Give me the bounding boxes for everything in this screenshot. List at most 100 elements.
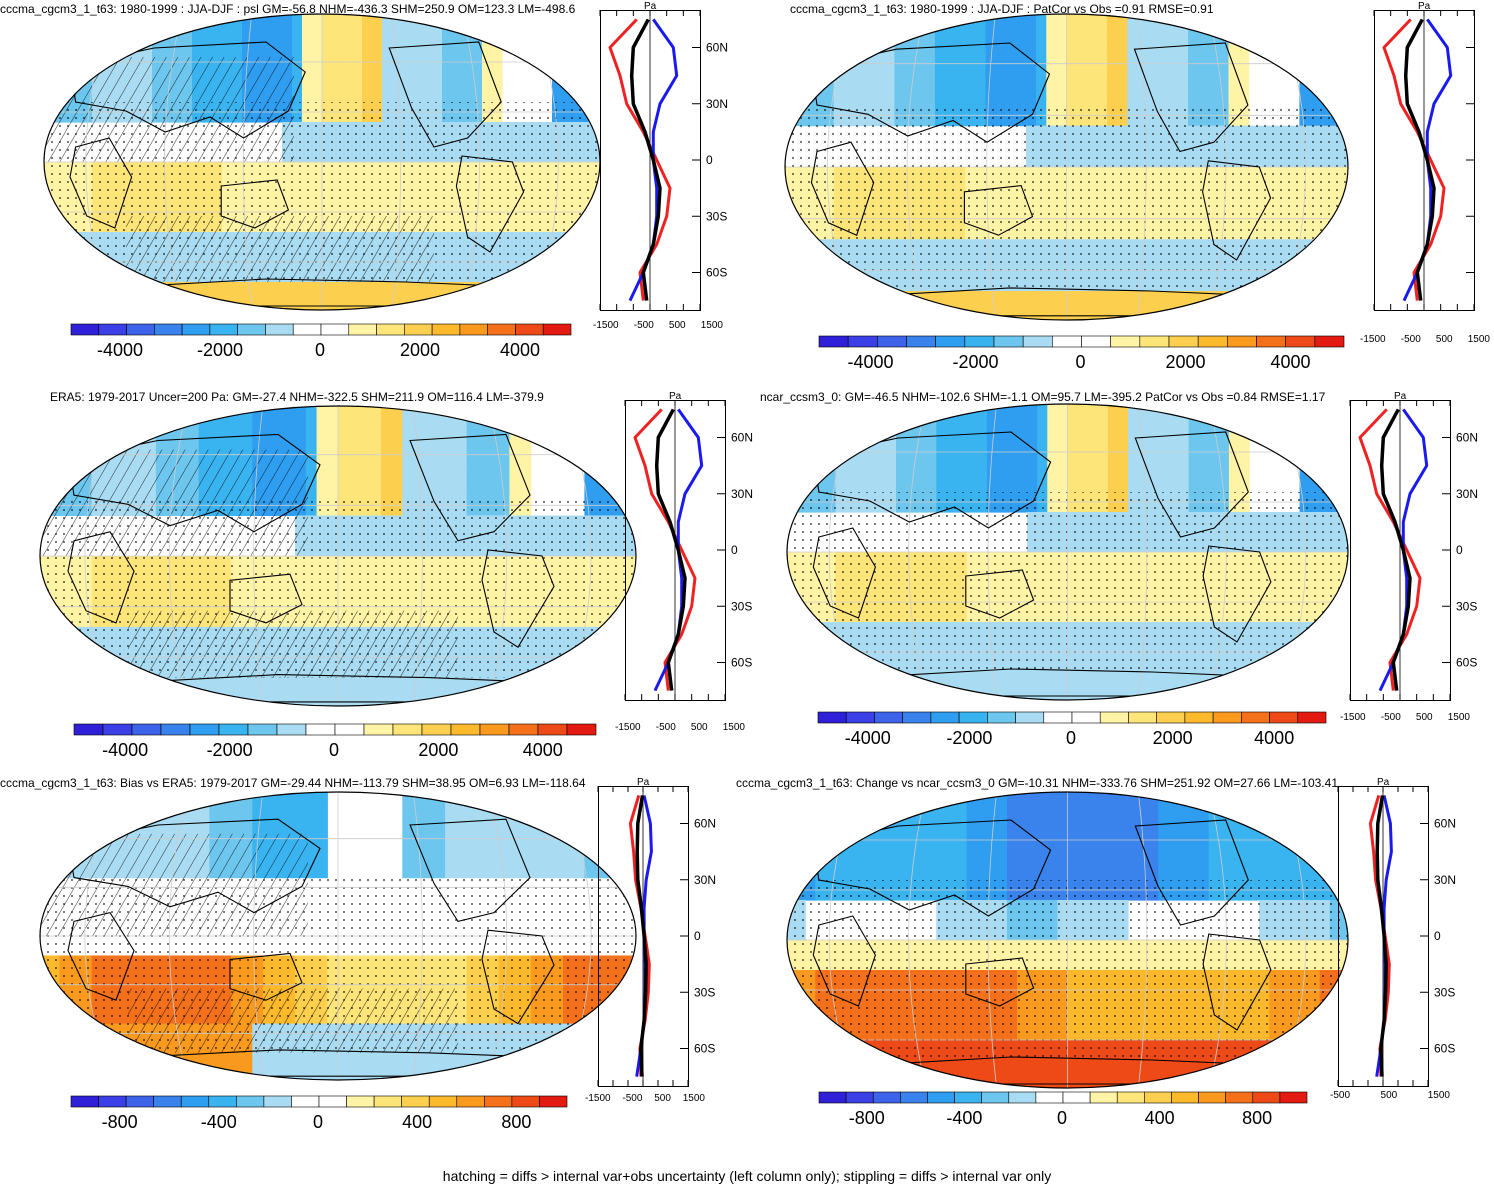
map-cell xyxy=(1218,301,1230,313)
profile-xtick-label: 500 xyxy=(1435,334,1453,345)
map-cell xyxy=(605,414,618,425)
map-cell xyxy=(172,292,183,303)
map-cell xyxy=(1198,74,1209,85)
map-cell xyxy=(352,72,363,83)
map-cell xyxy=(1036,63,1047,75)
map-cell xyxy=(262,32,273,43)
colorbar-swatch xyxy=(935,335,966,348)
map-cell xyxy=(1056,74,1068,85)
map-cell xyxy=(793,94,804,106)
map-cell xyxy=(305,444,318,456)
map-cell xyxy=(302,82,313,93)
map-cell xyxy=(541,687,553,699)
map-cell xyxy=(372,82,383,93)
map-cell xyxy=(966,442,978,453)
map-cell xyxy=(1026,53,1037,65)
map-cell xyxy=(1228,432,1240,443)
map-cell xyxy=(498,454,510,466)
map-cell xyxy=(70,454,82,466)
map-cell xyxy=(91,434,103,446)
map-cell xyxy=(787,452,796,463)
map-cell xyxy=(392,292,403,303)
map-cell xyxy=(793,53,804,65)
map-cell xyxy=(502,282,513,293)
map-cell xyxy=(305,677,318,689)
map-cell xyxy=(572,232,583,243)
map-cell xyxy=(520,697,532,706)
map-cell xyxy=(338,687,350,699)
map-cell xyxy=(934,53,946,65)
map-cell xyxy=(362,302,373,310)
map-cell xyxy=(91,647,103,658)
map-cell xyxy=(1228,412,1240,423)
map-cell xyxy=(1107,301,1118,313)
map-cell xyxy=(1087,412,1099,423)
map-cell xyxy=(1299,32,1311,44)
map-cell xyxy=(1178,422,1190,433)
map-cell xyxy=(1258,291,1270,302)
map-cell xyxy=(52,272,63,283)
map-cell xyxy=(520,677,532,689)
map-cell xyxy=(263,687,275,699)
map-cell xyxy=(1168,442,1180,453)
map-cell xyxy=(1107,22,1118,34)
map-cell xyxy=(91,677,103,689)
map-cell xyxy=(1147,301,1159,313)
map-cell xyxy=(252,292,263,303)
map-cell xyxy=(305,687,318,699)
map-cell xyxy=(434,454,446,466)
map-cell xyxy=(48,414,60,425)
map-cell xyxy=(352,14,363,23)
map-cell xyxy=(1178,442,1190,453)
map-cell xyxy=(230,697,243,706)
map-cell xyxy=(391,677,403,689)
map-cell xyxy=(785,22,794,34)
map-cell xyxy=(1198,301,1209,313)
map-cell xyxy=(362,292,373,303)
map-cell xyxy=(359,454,371,466)
profile-xtick-label: 1500 xyxy=(700,320,723,331)
map-cell xyxy=(1279,291,1290,302)
map-cell xyxy=(1147,32,1159,44)
map-cell xyxy=(362,42,373,53)
colorbar-swatch xyxy=(218,723,249,736)
map-cell xyxy=(48,424,60,435)
map-cell xyxy=(312,22,323,33)
map-cell xyxy=(1015,74,1027,85)
map-cell xyxy=(1107,412,1119,423)
map-cell xyxy=(263,424,275,435)
map-cell xyxy=(372,282,383,293)
map-cell xyxy=(520,474,532,486)
map-cell xyxy=(362,282,373,293)
map-cell xyxy=(1299,280,1311,292)
map-cell xyxy=(995,53,1007,65)
map-cell xyxy=(787,422,796,433)
map-cell xyxy=(332,22,343,33)
map-cell xyxy=(91,697,103,706)
map-cell xyxy=(242,22,253,33)
map-cell xyxy=(152,22,163,33)
map-cell xyxy=(70,667,82,679)
map-cell xyxy=(1026,94,1037,106)
map-cell xyxy=(338,485,350,496)
map-cell xyxy=(823,74,835,85)
map-cell xyxy=(122,292,133,303)
colorbar-tick-label: -2000 xyxy=(206,740,253,760)
map-cell xyxy=(1258,311,1270,320)
map-cell xyxy=(44,102,53,113)
map-cell xyxy=(805,404,816,413)
map-cell xyxy=(985,84,997,96)
map-cell xyxy=(805,452,816,463)
map-cell xyxy=(1137,94,1149,106)
map-cell xyxy=(906,442,917,453)
map-cell xyxy=(914,32,926,44)
map-cell xyxy=(803,280,814,292)
map-cell xyxy=(520,414,532,425)
map-cell xyxy=(865,404,877,413)
map-cell xyxy=(1218,43,1230,54)
map-cell xyxy=(1177,84,1189,96)
map-cell xyxy=(113,677,125,689)
map-cell xyxy=(934,14,946,23)
map-cell xyxy=(1339,260,1348,271)
map-cell xyxy=(572,272,583,283)
